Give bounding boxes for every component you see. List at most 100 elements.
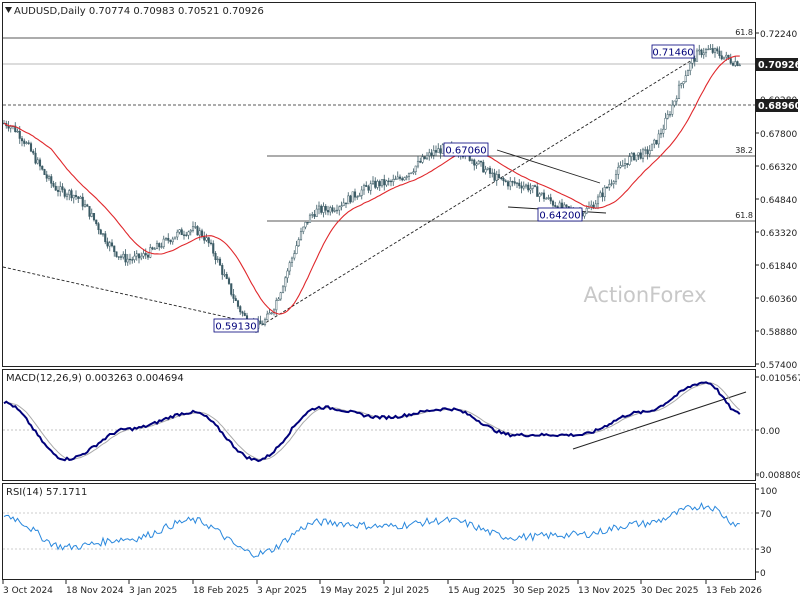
candle-body <box>151 247 154 250</box>
candle-body <box>549 197 552 202</box>
candle-body <box>216 258 219 261</box>
candle-body <box>416 160 420 167</box>
candle-body <box>398 176 402 179</box>
callout-0.59130: 0.59130 <box>213 318 259 333</box>
candle-body <box>738 64 741 67</box>
candle-body <box>117 256 120 258</box>
candle-body <box>77 196 80 199</box>
x-tick: 15 Aug 2025 <box>448 586 506 596</box>
candle-body <box>639 152 642 159</box>
candle-body <box>182 234 186 236</box>
candle-body <box>565 204 568 207</box>
rsi-y-axis: 100 70 30 0 <box>755 487 777 579</box>
y-tick: 0.64840 <box>760 196 797 206</box>
candle-body <box>513 181 516 184</box>
candle-body <box>162 238 165 247</box>
candle-body <box>704 48 708 54</box>
candle-body <box>284 277 287 288</box>
candle-body <box>29 143 33 152</box>
candle-body <box>720 55 723 60</box>
candle-body <box>632 152 636 161</box>
candle-body <box>419 160 422 163</box>
candle-body <box>18 130 21 139</box>
candle-body <box>218 258 222 266</box>
candle-body <box>191 226 195 231</box>
candle-body <box>108 242 111 247</box>
candle-body <box>99 229 102 235</box>
candle-body <box>47 176 51 179</box>
candle-body <box>495 174 498 181</box>
x-tick: 30 Sep 2025 <box>513 586 570 596</box>
candle-body <box>392 179 395 183</box>
candle-body <box>518 182 521 187</box>
marked-level-text: 0.68960 <box>758 101 800 112</box>
candle-body <box>23 140 26 144</box>
x-tick: 2 Jul 2025 <box>384 586 429 596</box>
candle-body <box>500 177 503 179</box>
candle-body <box>702 52 705 56</box>
y-tick: 0 <box>760 569 766 579</box>
candle-body <box>583 212 586 217</box>
candle-body <box>36 159 39 164</box>
candle-body <box>486 167 489 170</box>
candle-body <box>20 138 24 142</box>
candle-body <box>439 148 442 154</box>
candle-body <box>164 237 168 240</box>
y-tick: 0.61840 <box>760 262 797 272</box>
candle-body <box>142 253 145 257</box>
candle-body <box>243 312 246 316</box>
candle-body <box>59 186 62 192</box>
candle-body <box>88 206 91 217</box>
candle-body <box>470 159 474 161</box>
candle-body <box>693 58 696 62</box>
candle-body <box>290 257 294 263</box>
candle-body <box>275 300 278 311</box>
candle-body <box>185 234 188 236</box>
candle-body <box>653 139 656 145</box>
candle-body <box>358 195 361 197</box>
fib-top-label: 61.8 <box>735 28 753 37</box>
candle-body <box>261 323 264 326</box>
candle-body <box>196 226 199 236</box>
candle-body <box>189 230 192 233</box>
candle-body <box>52 183 55 187</box>
candle-body <box>295 245 298 254</box>
candle-body <box>736 61 739 66</box>
candle-body <box>239 306 242 313</box>
candle-body <box>542 192 546 199</box>
x-tick: 30 Dec 2025 <box>641 586 699 596</box>
candle-body <box>236 300 240 307</box>
candle-body <box>689 62 692 71</box>
candle-body <box>621 165 624 167</box>
callout-0.64200: 0.64200 <box>537 207 583 222</box>
candle-body <box>344 202 348 205</box>
rsi-header: RSI(14) 57.1711 <box>6 487 87 498</box>
candle-body <box>655 139 658 145</box>
macd-panel-frame <box>2 369 756 481</box>
candle-body <box>92 213 96 221</box>
candle-body <box>286 270 289 279</box>
candle-body <box>718 50 721 56</box>
candle-body <box>241 311 244 314</box>
candle-body <box>302 226 305 232</box>
candle-body <box>61 186 64 190</box>
candle-body <box>198 230 201 236</box>
candle-body <box>686 70 690 76</box>
candle-body <box>680 83 683 86</box>
candle-body <box>414 165 417 172</box>
candle-body <box>554 205 557 207</box>
candle-body <box>425 155 429 160</box>
candle-body <box>725 54 728 58</box>
candle-body <box>43 169 46 175</box>
candle-body <box>410 172 413 174</box>
x-tick: 13 Nov 2025 <box>578 586 636 596</box>
x-tick: 3 Oct 2024 <box>3 586 53 596</box>
candle-body <box>626 163 629 165</box>
candle-body <box>617 166 620 175</box>
candle-body <box>560 202 564 209</box>
candle-body <box>353 191 357 198</box>
candle-body <box>515 182 519 185</box>
candle-body <box>547 197 550 199</box>
main-header-text: AUDUSD,Daily 0.70774 0.70983 0.70521 0.7… <box>14 6 264 17</box>
candle-body <box>405 176 408 178</box>
